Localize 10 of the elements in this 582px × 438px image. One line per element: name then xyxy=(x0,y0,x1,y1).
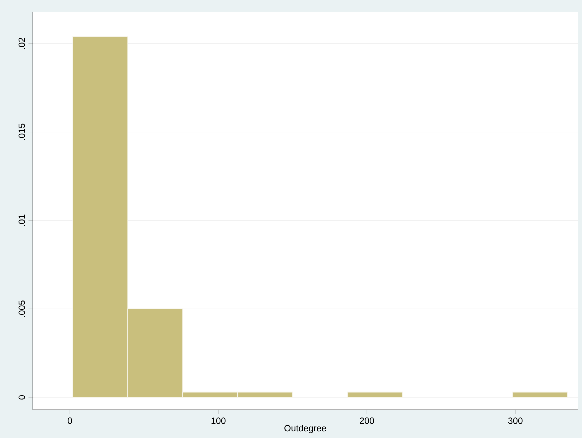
x-tick-label: 300 xyxy=(508,418,523,424)
y-tick-label: .02 xyxy=(18,38,26,50)
y-tick-label: 0 xyxy=(18,395,26,400)
x-tick-label: 200 xyxy=(360,418,374,424)
y-tick-label: .015 xyxy=(18,124,26,140)
x-tick-label: 100 xyxy=(212,418,226,424)
y-tick-label: .005 xyxy=(18,300,26,318)
y-tick-label: .01 xyxy=(18,214,26,226)
x-axis-title: Outdegree xyxy=(284,425,326,434)
x-tick-label: 0 xyxy=(68,418,72,424)
